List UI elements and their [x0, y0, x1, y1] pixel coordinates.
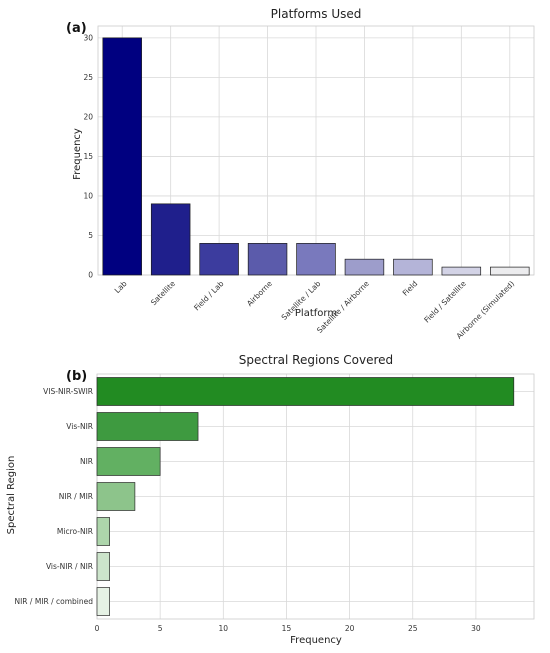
spectral-regions-chart: (b) Spectral Regions Covered Frequency S…	[6, 353, 535, 646]
x-tick-label: Satellite / Airborne	[315, 279, 371, 335]
bar	[393, 258, 433, 276]
bar	[96, 517, 110, 546]
x-tick-label: Lab	[113, 279, 129, 295]
y-tick-label: 0	[88, 271, 93, 280]
y-tick-label: Vis-NIR / NIR	[46, 562, 93, 571]
panel-label-a: (a)	[66, 21, 87, 36]
y-tick-label: Micro-NIR	[57, 527, 93, 536]
x-tick-label: 15	[282, 624, 292, 633]
y-tick-label: 30	[83, 33, 93, 42]
bar	[344, 258, 385, 276]
x-tick-label: Field / Lab	[192, 279, 226, 313]
x-tick-label: Satellite	[149, 279, 177, 307]
x-tick-label: Airborne	[245, 279, 274, 308]
bar	[96, 482, 136, 511]
y-axis-label-b: Spectral Region	[6, 456, 17, 535]
y-tick-label: VIS-NIR-SWIR	[43, 387, 93, 396]
bar	[199, 243, 239, 276]
y-tick-label: 25	[83, 73, 93, 82]
y-tick-label: NIR	[80, 457, 93, 466]
bar	[441, 266, 482, 276]
bar	[296, 243, 336, 276]
x-tick-label: 5	[158, 624, 163, 633]
y-tick-label: NIR / MIR / combined	[14, 597, 93, 606]
bar	[102, 37, 142, 276]
y-tick-label: 20	[83, 112, 93, 121]
panel-label-b: (b)	[66, 369, 87, 384]
x-tick-label: Field	[401, 279, 420, 298]
x-axis-label-a: Platform	[295, 308, 337, 319]
x-tick-label: 25	[408, 624, 418, 633]
y-tick-label: 10	[83, 191, 93, 200]
platforms-chart: (a) Platforms Used Platform Frequency 0 5…	[66, 7, 535, 341]
chart-title-a: Platforms Used	[271, 7, 362, 21]
bar	[150, 203, 191, 276]
x-tick-label: 30	[471, 624, 481, 633]
y-tick-label: 15	[83, 152, 93, 161]
bar	[96, 447, 161, 476]
bar	[96, 552, 110, 581]
x-tick-label: 20	[345, 624, 355, 633]
y-tick-label: Vis-NIR	[66, 422, 93, 431]
bar	[96, 377, 515, 406]
chart-title-b: Spectral Regions Covered	[239, 353, 393, 367]
y-tick-label: 5	[88, 231, 93, 240]
y-tick-label: NIR / MIR	[59, 492, 93, 501]
x-axis-label-b: Frequency	[290, 635, 342, 646]
bar	[96, 587, 110, 616]
bar	[96, 412, 199, 441]
bar	[490, 266, 530, 276]
x-tick-label: 10	[219, 624, 229, 633]
bar	[247, 243, 288, 276]
y-axis-label-a: Frequency	[72, 128, 83, 180]
x-tick-label: 0	[95, 624, 100, 633]
x-tick-label: Field / Satellite	[422, 279, 468, 325]
